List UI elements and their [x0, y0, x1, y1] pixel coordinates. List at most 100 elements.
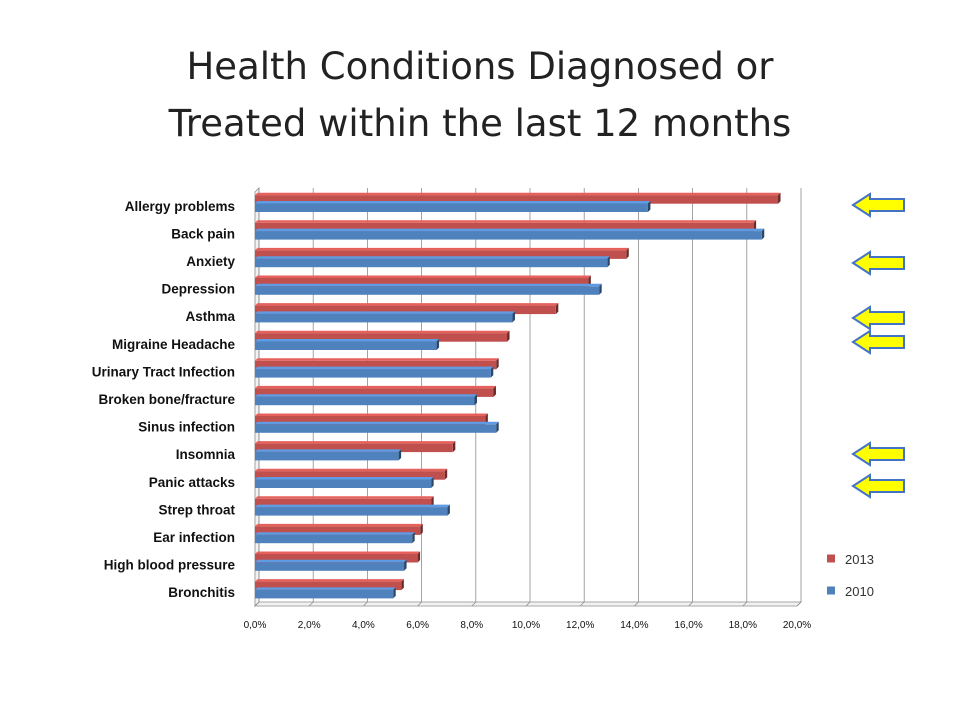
x-tick-label: 0,0%: [244, 620, 267, 631]
gridline-floor: [254, 601, 260, 607]
gridline-floor: [796, 601, 802, 607]
bar-end-face: [753, 220, 757, 232]
category-label-sinus-infection: Sinus infection: [138, 420, 235, 435]
bar-front-face: [255, 526, 421, 535]
bar-top-face: [255, 441, 456, 444]
bar-front-face: [255, 424, 497, 433]
bar-2013-back-pain: [255, 220, 757, 232]
legend-swatch-2010: [827, 586, 835, 595]
bar-2013-bronchitis: [255, 579, 404, 591]
bar-end-face: [496, 421, 499, 433]
legend-label-2010: 2010: [845, 584, 874, 599]
bar-top-face: [255, 421, 499, 425]
bar-end-face: [507, 330, 510, 342]
bar-front-face: [255, 360, 497, 370]
bar-top-face: [255, 220, 757, 223]
gridline-floor: [579, 601, 585, 607]
gridline-floor: [471, 601, 477, 607]
bar-2010-allergy-problems: [255, 201, 651, 212]
bar-front-face: [255, 195, 779, 204]
bar-end-face: [444, 468, 448, 480]
left-arrow-icon: [851, 473, 905, 499]
category-label-strep-throat: Strep throat: [158, 502, 235, 517]
bar-top-face: [255, 477, 434, 480]
bar-2010-ear-infection: [255, 532, 415, 544]
gridline-floor: [417, 601, 422, 607]
bar-front-face: [255, 231, 762, 240]
bar-top-face: [255, 394, 478, 397]
category-label-panic-attacks: Panic attacks: [149, 475, 235, 490]
bar-front-face: [255, 369, 491, 378]
bar-top-face: [255, 504, 450, 508]
bar-top-face: [255, 275, 591, 278]
bar-front-face: [255, 498, 432, 508]
bar-end-face: [607, 256, 610, 268]
x-tick-label: 18,0%: [729, 620, 757, 631]
bar-2013-ear-infection: [255, 523, 423, 535]
bar-end-face: [626, 247, 629, 259]
bar-front-face: [255, 258, 608, 268]
x-tick-label: 6,0%: [406, 620, 429, 631]
bar-top-face: [255, 551, 421, 554]
category-label-anxiety: Anxiety: [186, 254, 235, 269]
bar-top-face: [255, 523, 423, 527]
bar-top-face: [255, 496, 434, 499]
x-tick-label: 16,0%: [674, 620, 702, 631]
bar-front-face: [255, 471, 445, 480]
bar-front-face: [255, 581, 402, 591]
legend-label-2013: 2013: [845, 552, 874, 567]
bar-front-face: [255, 388, 494, 397]
bar-front-face: [255, 554, 418, 563]
bar-2010-migraine-headache: [255, 339, 440, 350]
left-arrow-icon: [851, 192, 905, 218]
bar-top-face: [255, 366, 494, 370]
bar-top-face: [255, 559, 407, 563]
bar-2010-high-blood-pressure: [255, 559, 407, 571]
bar-top-face: [255, 579, 404, 582]
bar-end-face: [778, 192, 781, 204]
bar-end-face: [404, 559, 407, 571]
bar-end-face: [431, 496, 434, 508]
bar-front-face: [255, 305, 556, 315]
category-label-depression: Depression: [161, 282, 235, 297]
bar-front-face: [255, 443, 453, 453]
bar-end-face: [555, 303, 559, 315]
category-label-ear-infection: Ear infection: [153, 530, 235, 545]
left-arrow-icon: [851, 441, 905, 467]
bar-2013-depression: [255, 275, 591, 287]
bar-top-face: [255, 358, 499, 361]
bar-2013-anxiety: [255, 247, 629, 259]
category-label-broken-bone-fracture: Broken bone/fracture: [98, 392, 235, 407]
category-label-back-pain: Back pain: [171, 226, 235, 241]
category-label-migraine-headache: Migraine Headache: [112, 337, 236, 352]
bar-top-face: [255, 385, 496, 389]
bar-top-face: [255, 311, 515, 314]
bar-top-face: [255, 283, 602, 287]
category-label-high-blood-pressure: High blood pressure: [104, 558, 236, 573]
bar-2010-depression: [255, 283, 602, 295]
gridline-floor: [525, 601, 531, 607]
gridline-floor: [742, 601, 748, 607]
bar-front-face: [255, 562, 405, 571]
bar-2010-insomnia: [255, 449, 402, 461]
gridline-floor: [308, 601, 314, 607]
chart-title-line-2: Treated within the last 12 months: [168, 102, 792, 145]
bar-top-face: [255, 192, 781, 196]
bar-front-face: [255, 507, 448, 516]
bar-2010-strep-throat: [255, 504, 450, 516]
bar-end-face: [599, 283, 602, 295]
bar-front-face: [255, 203, 648, 212]
x-tick-label: 12,0%: [566, 620, 594, 631]
bar-top-face: [255, 449, 402, 452]
x-tick-label: 14,0%: [620, 620, 648, 631]
category-label-asthma: Asthma: [185, 309, 235, 324]
bar-end-face: [493, 385, 496, 397]
left-arrow-icon: [851, 329, 905, 355]
bar-2013-insomnia: [255, 441, 456, 453]
category-label-insomnia: Insomnia: [176, 447, 236, 462]
x-tick-label: 10,0%: [512, 620, 540, 631]
bar-end-face: [588, 275, 591, 287]
bar-top-face: [255, 201, 651, 204]
bar-front-face: [255, 341, 437, 350]
bar-2013-allergy-problems: [255, 192, 781, 204]
